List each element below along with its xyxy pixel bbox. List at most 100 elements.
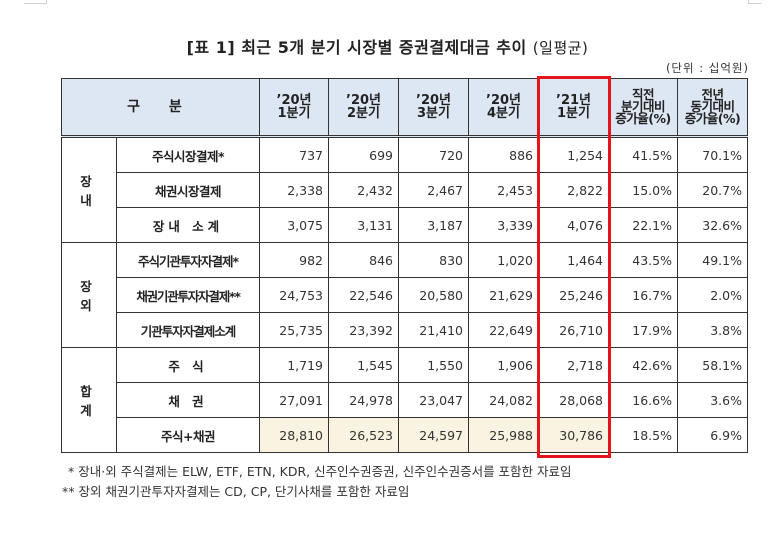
cell-q3-20: 1,550 <box>398 347 469 383</box>
group-onmarket: 장 내 <box>61 136 117 243</box>
cell-q2-20: 26,523 <box>328 417 399 453</box>
cell-qoq: 16.6% <box>608 382 678 418</box>
row-label: 주식+채권 <box>116 417 260 453</box>
cell-q3-20: 720 <box>398 136 469 173</box>
cell-q4-20: 1,020 <box>468 242 539 278</box>
cell-q2-20: 24,978 <box>328 382 399 418</box>
cell-q4-20: 24,082 <box>468 382 539 418</box>
cell-yoy: 3.8% <box>677 312 748 348</box>
cell-q3-20: 23,047 <box>398 382 469 418</box>
cell-q1-20: 28,810 <box>259 417 329 453</box>
header-q4-20: ’20년 4분기 <box>468 78 539 138</box>
table-row: 채 권 27,091 24,978 23,047 24,082 28,068 1… <box>62 382 748 418</box>
page-corner-mark-left <box>24 0 47 4</box>
cell-q3-20: 21,410 <box>398 312 469 348</box>
cell-q1-20: 737 <box>259 136 329 173</box>
cell-qoq: 18.5% <box>608 417 678 453</box>
table-row: 채권시장결제 2,338 2,432 2,467 2,453 2,822 15.… <box>62 172 748 208</box>
footnote-2: ** 장외 채권기관투자자결제는 CD, CP, 단기사채를 포함한 자료임 <box>62 484 410 499</box>
cell-q1-21: 2,718 <box>538 347 609 383</box>
cell-q1-21: 30,786 <box>538 417 609 453</box>
table-row: 장내 소계 3,075 3,131 3,187 3,339 4,076 22.1… <box>62 207 748 243</box>
cell-q2-20: 2,432 <box>328 172 399 208</box>
cell-yoy: 6.9% <box>677 417 748 453</box>
header-gubun: 구 분 <box>61 78 260 138</box>
header-qoq-rate: 직전 분기대비 증가율(%) <box>608 78 678 138</box>
page-corner-mark-right <box>748 0 761 4</box>
cell-q1-20: 1,719 <box>259 347 329 383</box>
row-label: 주식시장결제* <box>116 136 260 173</box>
cell-qoq: 15.0% <box>608 172 678 208</box>
table-row: 장 외 주식기관투자자결제* 982 846 830 1,020 1,464 4… <box>61 242 748 348</box>
row-label: 주 식 <box>116 347 260 383</box>
cell-q1-21: 26,710 <box>538 312 609 348</box>
cell-yoy: 70.1% <box>677 136 748 173</box>
cell-qoq: 43.5% <box>608 242 678 278</box>
cell-q4-20: 1,906 <box>468 347 539 383</box>
cell-q1-21: 25,246 <box>538 277 609 313</box>
cell-q1-21: 1,254 <box>538 136 609 173</box>
cell-q2-20: 23,392 <box>328 312 399 348</box>
cell-q1-20: 25,735 <box>259 312 329 348</box>
cell-qoq: 42.6% <box>608 347 678 383</box>
cell-q2-20: 22,546 <box>328 277 399 313</box>
cell-yoy: 3.6% <box>677 382 748 418</box>
cell-q1-21: 1,464 <box>538 242 609 278</box>
cell-q1-21: 4,076 <box>538 207 609 243</box>
cell-q3-20: 3,187 <box>398 207 469 243</box>
cell-q4-20: 22,649 <box>468 312 539 348</box>
cell-qoq: 17.9% <box>608 312 678 348</box>
footnotes: * 장내·외 주식결제는 ELW, ETF, ETN, KDR, 신주인수권증권… <box>62 462 572 502</box>
cell-qoq: 41.5% <box>608 136 678 173</box>
cell-yoy: 20.7% <box>677 172 748 208</box>
header-q1-21: ’21년 1분기 <box>538 78 609 138</box>
row-label: 기관투자자결제소계 <box>116 312 260 348</box>
header-yoy-rate: 전년 동기대비 증가율(%) <box>677 78 748 138</box>
cell-q4-20: 3,339 <box>468 207 539 243</box>
cell-q4-20: 21,629 <box>468 277 539 313</box>
cell-q2-20: 846 <box>328 242 399 278</box>
cell-q4-20: 886 <box>468 136 539 173</box>
table-title: [표 1] 최근 5개 분기 시장별 증권결제대금 추이 (일평균) <box>0 34 775 58</box>
table-row: 합 계 주 식 1,719 1,545 1,550 1,906 2,718 42… <box>61 347 748 453</box>
cell-q3-20: 24,597 <box>398 417 469 453</box>
table-row: 채권기관투자자결제** 24,753 22,546 20,580 21,629 … <box>62 277 748 313</box>
cell-qoq: 22.1% <box>608 207 678 243</box>
group-offmarket: 장 외 <box>61 242 117 348</box>
row-label: 채권기관투자자결제** <box>116 277 260 313</box>
table-title-main: [표 1] 최근 5개 분기 시장별 증권결제대금 추이 <box>186 38 527 57</box>
cell-q1-20: 24,753 <box>259 277 329 313</box>
cell-yoy: 58.1% <box>677 347 748 383</box>
cell-q1-20: 982 <box>259 242 329 278</box>
cell-qoq: 16.7% <box>608 277 678 313</box>
cell-q1-20: 27,091 <box>259 382 329 418</box>
cell-yoy: 32.6% <box>677 207 748 243</box>
cell-q3-20: 830 <box>398 242 469 278</box>
table-row-total: 주식+채권 28,810 26,523 24,597 25,988 30,786… <box>62 417 748 453</box>
cell-q4-20: 25,988 <box>468 417 539 453</box>
cell-yoy: 49.1% <box>677 242 748 278</box>
header-q2-20: ’20년 2분기 <box>328 78 399 138</box>
table-title-sub: (일평균) <box>532 39 589 57</box>
cell-q3-20: 2,467 <box>398 172 469 208</box>
cell-q3-20: 20,580 <box>398 277 469 313</box>
cell-q1-21: 2,822 <box>538 172 609 208</box>
header-q1-20: ’20년 1분기 <box>259 78 329 138</box>
header-q3-20: ’20년 3분기 <box>398 78 469 138</box>
table-row: 장 내 주식시장결제* 737 699 720 886 1,254 41.5% … <box>61 136 748 243</box>
cell-q4-20: 2,453 <box>468 172 539 208</box>
row-label: 주식기관투자자결제* <box>116 242 260 278</box>
cell-q1-21: 28,068 <box>538 382 609 418</box>
cell-q2-20: 3,131 <box>328 207 399 243</box>
cell-q2-20: 699 <box>328 136 399 173</box>
table-row: 기관투자자결제소계 25,735 23,392 21,410 22,649 26… <box>62 312 748 348</box>
row-label: 장내 소계 <box>116 207 260 243</box>
group-total: 합 계 <box>61 347 117 453</box>
cell-q2-20: 1,545 <box>328 347 399 383</box>
cell-yoy: 2.0% <box>677 277 748 313</box>
settlement-table: 구 분 ’20년 1분기 ’20년 2분기 ’20년 3분기 ’20년 4분기 ’21년… <box>61 78 748 453</box>
footnote-1: * 장내·외 주식결제는 ELW, ETF, ETN, KDR, 신주인수권증권… <box>68 464 572 479</box>
unit-label: (단위 : 십억원) <box>665 61 749 75</box>
header-row: 구 분 ’20년 1분기 ’20년 2분기 ’20년 3분기 ’20년 4분기 ’21년… <box>61 78 748 138</box>
row-label: 채권시장결제 <box>116 172 260 208</box>
